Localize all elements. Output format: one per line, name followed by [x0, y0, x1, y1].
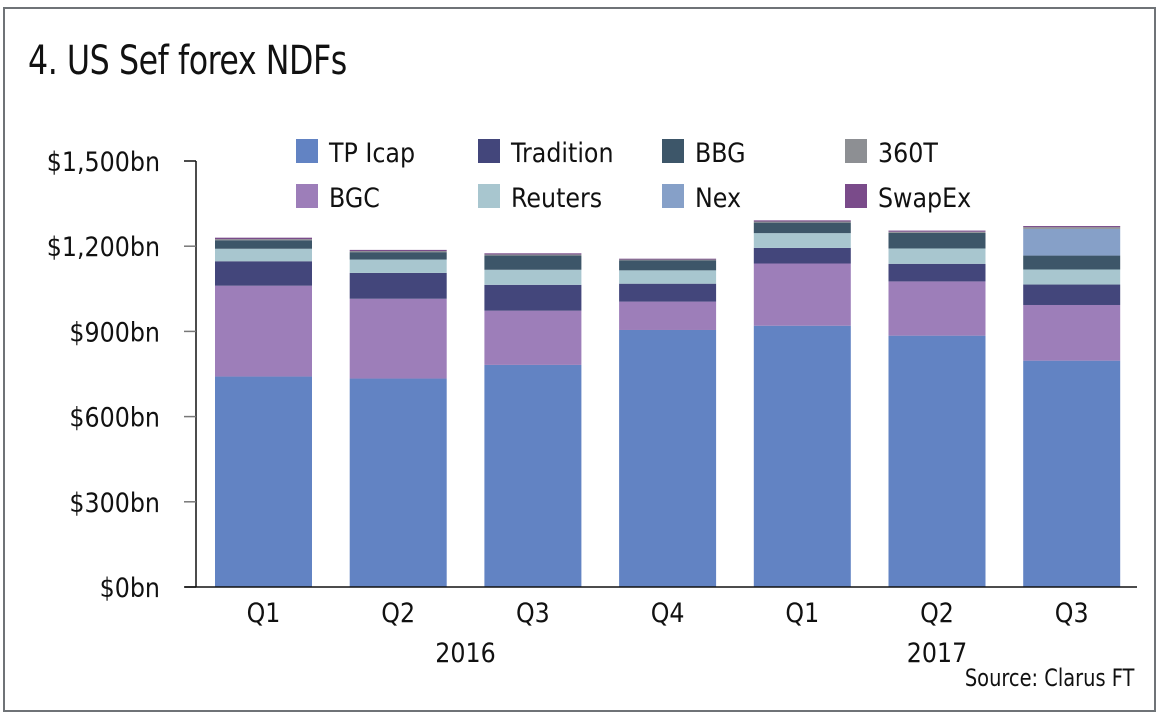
bar-segment-tp-icap-4	[619, 329, 717, 587]
bar-segment-bbg-5	[753, 222, 851, 234]
legend-label: TP Icap	[328, 137, 415, 169]
bar-segment-swapex-4	[619, 258, 717, 260]
bar-segment-swapex-3	[484, 253, 582, 255]
legend-swatch	[845, 184, 867, 208]
legend-label: Reuters	[511, 182, 602, 214]
legend-item-tradition: Tradition	[478, 137, 614, 169]
legend-item-swapex: SwapEx	[845, 182, 971, 214]
bar-segment-tp-icap-6	[888, 335, 986, 587]
legend-swatch	[662, 139, 684, 163]
bar-segment-reuters-2	[349, 259, 447, 273]
bar-segment-bgc-1	[215, 285, 312, 377]
bar-segment-tradition-7	[1023, 284, 1121, 305]
legend-swatch	[845, 139, 867, 163]
bars-group	[215, 220, 1121, 587]
x-tick-label: Q1	[247, 597, 281, 629]
bar-segment-reuters-4	[619, 270, 717, 284]
bar-segment-tradition-3	[484, 284, 582, 311]
legend-label: 360T	[878, 137, 938, 169]
legend-swatch	[478, 139, 500, 163]
y-tick-label: $0bn	[100, 572, 160, 604]
x-tick-label: Q4	[651, 597, 685, 629]
axes-group: Q1 Q2 Q3 Q4 Q1 Q2 Q3 2016 2017 $0bn $300bn $600bn $9…	[47, 146, 1137, 669]
legend-label: BGC	[329, 182, 380, 214]
bar-segment-bgc-4	[619, 301, 717, 330]
bar-segment-tp-icap-5	[753, 325, 851, 587]
y-tick-label: $900bn	[69, 316, 160, 348]
bar-segment-bbg-4	[619, 260, 717, 271]
legend-swatch	[478, 184, 500, 208]
legend-item-bgc: BGC	[296, 182, 380, 214]
bar-segment-bgc-6	[888, 281, 986, 336]
bar-segment-bgc-7	[1023, 304, 1121, 361]
bar-segment-swapex-1	[215, 237, 312, 240]
legend-item-tp-icap: TP Icap	[296, 137, 415, 169]
x-group-label: 2017	[907, 637, 967, 669]
bar-segment-bbg-7	[1023, 255, 1121, 270]
x-tick-label: Q3	[1055, 597, 1089, 629]
legend-label: Tradition	[510, 137, 613, 169]
bar-segment-bgc-2	[349, 298, 447, 379]
bar-segment-bbg-3	[484, 255, 582, 270]
bar-segment-tradition-4	[619, 283, 717, 302]
x-group-label: 2016	[435, 637, 495, 669]
legend-swatch	[662, 184, 684, 208]
bar-segment-tp-icap-7	[1023, 360, 1121, 587]
bar-segment-reuters-3	[484, 269, 582, 285]
bar-segment-360t-2	[349, 251, 447, 253]
bar-segment-reuters-6	[888, 248, 986, 264]
bar-segment-reuters-1	[215, 248, 312, 262]
bar-segment-360t-3	[484, 254, 582, 256]
bar-segment-tp-icap-1	[215, 376, 312, 587]
bar-segment-bgc-5	[753, 263, 851, 326]
bar-segment-tp-icap-3	[484, 364, 582, 587]
bar-segment-swapex-5	[753, 220, 851, 222]
x-tick-label: Q3	[516, 597, 550, 629]
source-note: Source: Clarus FT	[964, 664, 1134, 692]
bar-segment-swapex-2	[349, 249, 447, 252]
bar-segment-360t-7	[1023, 227, 1121, 229]
bar-segment-bbg-6	[888, 232, 986, 249]
x-tick-label: Q2	[381, 597, 415, 629]
legend-item-reuters: Reuters	[478, 182, 602, 214]
legend-swatch	[296, 184, 318, 208]
y-tick-label: $600bn	[69, 401, 160, 433]
bar-segment-nex-7	[1023, 228, 1121, 256]
chart-title: 4. US Sef forex NDFs	[28, 38, 347, 84]
legend-item-bbg: BBG	[662, 137, 746, 169]
bar-segment-tradition-5	[753, 247, 851, 264]
bar-segment-tradition-2	[349, 272, 447, 299]
bar-segment-reuters-5	[753, 233, 851, 248]
legend-item-nex: Nex	[662, 182, 741, 214]
bar-segment-360t-5	[753, 221, 851, 223]
y-tick-label: $1,200bn	[47, 231, 160, 263]
bar-segment-bbg-1	[215, 240, 312, 249]
bar-segment-tradition-6	[888, 263, 986, 282]
bar-segment-reuters-7	[1023, 269, 1121, 285]
bar-segment-swapex-7	[1023, 226, 1121, 228]
bar-segment-bgc-3	[484, 310, 582, 365]
bar-segment-tradition-1	[215, 261, 312, 286]
legend: TP Icap Tradition BBG 360T BGC Reuters Nex Swap…	[296, 137, 971, 214]
x-tick-label: Q2	[920, 597, 954, 629]
y-tick-label: $300bn	[69, 486, 160, 518]
y-tick-label: $1,500bn	[47, 146, 160, 178]
bar-segment-bbg-2	[349, 252, 447, 260]
bar-segment-360t-1	[215, 239, 312, 241]
legend-label: Nex	[695, 182, 741, 214]
legend-label: BBG	[695, 137, 746, 169]
bar-segment-tp-icap-2	[349, 378, 447, 587]
legend-item-360t: 360T	[845, 137, 938, 169]
legend-label: SwapEx	[878, 182, 971, 214]
x-tick-label: Q1	[785, 597, 819, 629]
legend-swatch	[296, 139, 318, 163]
bar-segment-swapex-6	[888, 230, 986, 232]
bar-segment-360t-4	[619, 259, 717, 261]
bar-segment-360t-6	[888, 231, 986, 233]
